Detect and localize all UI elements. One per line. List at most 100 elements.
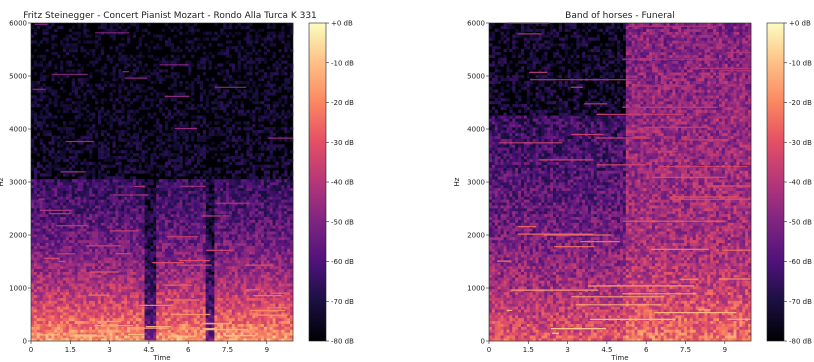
spectrogram-cell (194, 147, 198, 151)
spectrogram-cell (214, 112, 218, 116)
spectrogram-cell (179, 112, 183, 116)
spectrogram-cell (156, 57, 160, 61)
spectrogram-cell (176, 323, 180, 327)
spectrogram-cell (51, 277, 55, 281)
spectrogram-cell (196, 135, 201, 139)
spectrogram-cell (179, 161, 183, 165)
spectrogram-cell (208, 170, 212, 174)
spectrogram-cell (48, 187, 52, 191)
spectrogram-cell (68, 245, 73, 249)
spectrogram-cell (48, 208, 52, 212)
spectrogram-cell (65, 335, 70, 339)
spectrogram-cell (51, 234, 55, 238)
spectrogram-cell (33, 98, 38, 102)
spectrogram-cell (118, 138, 122, 142)
spectrogram-cell (74, 213, 78, 217)
spectrogram-cell (118, 297, 122, 301)
spectrogram-cell (196, 234, 201, 238)
spectrogram-cell (68, 150, 73, 154)
spectrogram-cell (65, 300, 70, 304)
spectrogram-cell (127, 109, 131, 113)
spectrogram-cell (202, 288, 206, 293)
spectrogram-cell (51, 288, 55, 293)
spectrogram-cell (132, 179, 137, 183)
spectrogram-cell (194, 251, 198, 255)
spectrogram-cell (60, 205, 64, 209)
spectrogram-cell (164, 184, 169, 189)
spectrogram-cell (80, 182, 84, 186)
spectrogram-cell (191, 288, 195, 293)
spectrogram-cell (124, 182, 128, 186)
spectrogram-cell (132, 225, 137, 229)
spectrogram-cell (147, 216, 151, 220)
spectrogram-cell (129, 23, 134, 27)
spectrogram-cell (68, 326, 73, 330)
spectrogram-cell (132, 294, 137, 298)
spectrogram-cell (71, 219, 75, 223)
spectrogram-cell (176, 179, 180, 183)
spectrogram-cell (57, 231, 61, 235)
spectrogram-cell (153, 248, 157, 252)
spectrogram-cell (103, 176, 107, 180)
spectrogram-cell (205, 176, 209, 180)
spectrogram-cell (159, 170, 163, 174)
spectrogram-cell (71, 190, 75, 194)
spectrogram-cell (199, 153, 204, 157)
spectrogram-cell (162, 274, 166, 278)
spectrogram-cell (86, 167, 90, 171)
spectrogram-cell (112, 202, 116, 206)
spectrogram-cell (57, 306, 61, 310)
spectrogram-cell (89, 326, 93, 330)
spectrogram-cell (45, 236, 49, 241)
spectrogram-cell (36, 242, 41, 246)
spectrogram-cell (31, 190, 35, 194)
spectrogram-cell (77, 208, 81, 212)
spectrogram-cell (124, 28, 128, 32)
spectrogram-cell (202, 135, 206, 139)
spectrogram-cell (60, 138, 64, 142)
spectrogram-cell (170, 245, 174, 249)
spectrogram-cell (176, 173, 180, 177)
spectrogram-cell (191, 303, 195, 307)
spectrogram-cell (135, 98, 140, 102)
spectrogram-cell (31, 260, 35, 264)
spectrogram-cell (33, 260, 38, 264)
spectrogram-cell (141, 28, 145, 32)
spectrogram-cell (182, 141, 186, 145)
spectrogram-cell (31, 164, 35, 168)
spectrogram-cell (199, 251, 204, 255)
spectrogram-cell (51, 228, 55, 232)
spectrogram-cell (132, 196, 137, 200)
spectrogram-cell (124, 57, 128, 61)
spectrogram-cell (42, 251, 46, 255)
spectrogram-cell (159, 257, 163, 261)
spectrogram-cell (176, 46, 180, 50)
spectrogram-cell (51, 202, 55, 206)
spectrogram-cell (176, 118, 180, 122)
spectrogram-cell (138, 326, 142, 330)
spectrogram-cell (80, 196, 84, 200)
spectrogram-cell (97, 317, 102, 322)
spectrogram-cell (127, 271, 131, 275)
spectrogram-cell (156, 155, 160, 160)
spectrogram-cell (77, 262, 81, 267)
spectrogram-cell (109, 199, 113, 203)
spectrogram-cell (191, 150, 195, 154)
spectrogram-cell (39, 262, 43, 267)
spectrogram-cell (129, 54, 134, 58)
spectrogram-cell (211, 106, 215, 111)
spectrogram-cell (202, 208, 206, 212)
spectrogram-cell (208, 314, 212, 319)
spectrogram-cell (36, 25, 41, 30)
spectrogram-cell (135, 158, 140, 163)
spectrogram-cell (191, 245, 195, 249)
spectrogram-cell (39, 303, 43, 307)
spectrogram-cell (60, 127, 64, 131)
spectrogram-cell (86, 288, 90, 293)
spectrogram-cell (214, 83, 218, 87)
spectrogram-cell (106, 208, 110, 212)
spectrogram-cell (106, 277, 110, 281)
spectrogram-cell (68, 268, 73, 272)
spectrogram-cell (147, 335, 151, 339)
spectrogram-cell (124, 251, 128, 255)
